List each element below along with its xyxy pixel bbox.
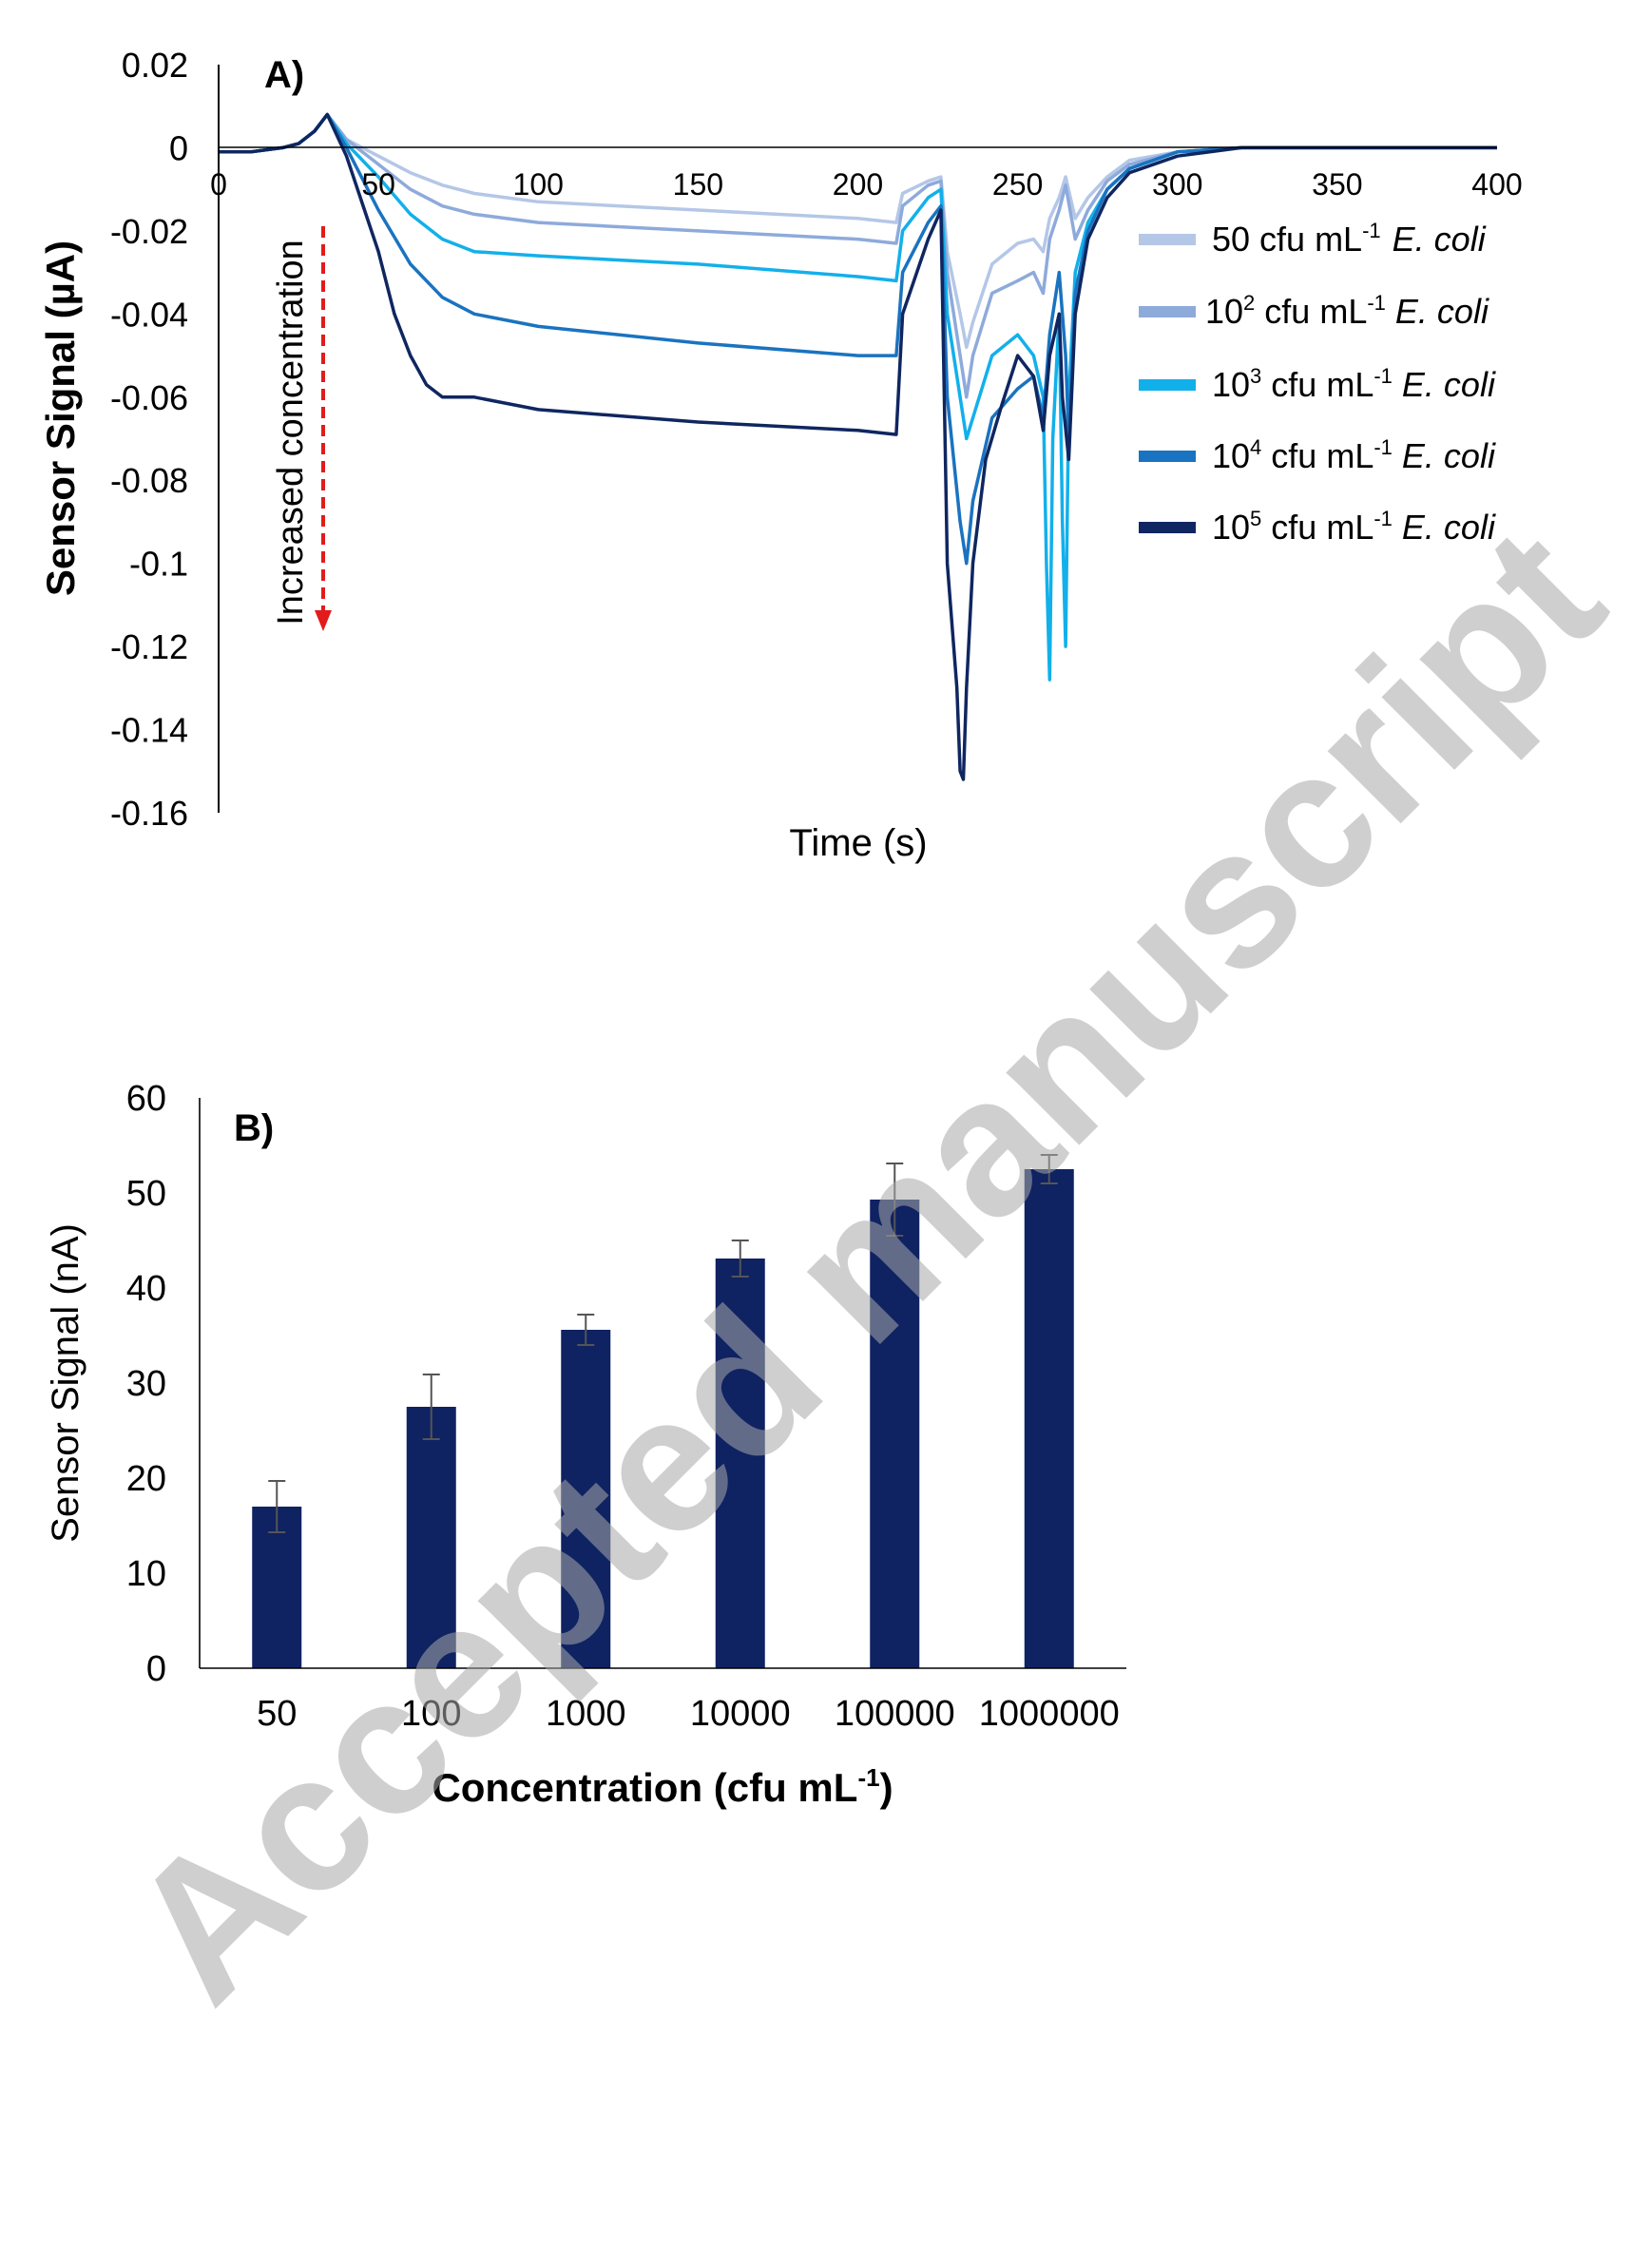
error-bar-1000 [577, 1314, 595, 1346]
legend-entry-50: 50 cfu mL-1 E. coli [1139, 219, 1487, 259]
y-tick-label: 10 [126, 1554, 166, 1594]
x-tick-label: 50 [361, 167, 395, 202]
y-tick-label: 0 [146, 1649, 166, 1689]
legend-entry-10e3: 103 cfu mL-1 E. coli [1139, 364, 1496, 404]
bar-100000 [870, 1200, 920, 1668]
annotation-arrow-head [315, 610, 332, 631]
bar-10000 [715, 1259, 765, 1668]
x-tick-label: 300 [1152, 167, 1202, 202]
annotation-text: Increased concentration [271, 240, 311, 625]
y-tick-label: 20 [126, 1459, 166, 1499]
x-tick-label: 250 [992, 167, 1043, 202]
error-bars-group [268, 1154, 1058, 1533]
y-tick-label: 50 [126, 1174, 166, 1214]
x-tick-label: 100 [513, 167, 564, 202]
y-axis-title: Sensor Signal (µA) [38, 240, 83, 596]
x-tick-label: 10000 [690, 1694, 791, 1734]
x-tick-label: 50 [257, 1694, 297, 1734]
x-axis-title: Concentration (cfu mL-1) [432, 1763, 893, 1810]
x-tick-label: 400 [1471, 167, 1522, 202]
y-tick-label: -0.16 [110, 794, 188, 833]
y-axis-title: Sensor Signal (nA) [45, 1223, 86, 1543]
legend-label: 105 cfu mL-1 E. coli [1212, 507, 1496, 547]
legend-entry-10e4: 104 cfu mL-1 E. coli [1139, 435, 1496, 475]
x-tick-label: 200 [833, 167, 883, 202]
error-bar-100 [422, 1374, 440, 1440]
legend: 50 cfu mL-1 E. coli 102 cfu mL-1 E. coli 1… [1139, 219, 1496, 547]
y-tick-label: -0.08 [110, 461, 188, 500]
error-bar-10000 [731, 1240, 749, 1278]
panel-b-label: B) [234, 1107, 274, 1149]
legend-label: 50 cfu mL-1 E. coli [1212, 219, 1487, 259]
bars-group [252, 1169, 1074, 1668]
bar-1000000 [1024, 1169, 1074, 1668]
error-bar-100000 [886, 1163, 904, 1237]
panel-a-label: A) [264, 54, 304, 96]
bar-100 [406, 1407, 456, 1668]
panel-a-line-chart: 0.02 0 -0.02 -0.04 -0.06 -0.08 -0.1 -0.12 -0.14 -… [38, 46, 1523, 864]
y-tick-label: 0.02 [122, 46, 188, 85]
x-tick-label: 350 [1312, 167, 1362, 202]
x-tick-label: 1000000 [979, 1694, 1120, 1734]
legend-label: 104 cfu mL-1 E. coli [1212, 435, 1496, 475]
error-bar-1000000 [1040, 1154, 1058, 1184]
legend-label: 103 cfu mL-1 E. coli [1212, 364, 1496, 404]
y-tick-label: 0 [169, 128, 188, 167]
y-tick-label: -0.1 [129, 545, 188, 584]
x-tick-label: 0 [210, 167, 227, 202]
x-axis-title: Time (s) [789, 822, 927, 864]
legend-label: 102 cfu mL-1 E. coli [1205, 291, 1489, 331]
y-tick-label: 40 [126, 1269, 166, 1309]
y-tick-labels: 0 10 20 30 40 50 60 [126, 1079, 166, 1689]
y-tick-label: 60 [126, 1079, 166, 1119]
legend-entry-10e2: 102 cfu mL-1 E. coli [1139, 291, 1489, 331]
y-tick-label: -0.06 [110, 378, 188, 417]
x-tick-label: 1000 [546, 1694, 626, 1734]
line-series-4 [219, 112, 1497, 781]
x-tick-label: 100000 [835, 1694, 955, 1734]
x-tick-label: 150 [673, 167, 723, 202]
y-tick-label: 30 [126, 1364, 166, 1404]
watermark: Accepted manuscript [87, 487, 1633, 2042]
error-bar-50 [268, 1480, 286, 1533]
y-tick-label: -0.04 [110, 295, 188, 334]
bar-1000 [561, 1330, 611, 1668]
y-tick-label: -0.02 [110, 212, 188, 251]
legend-entry-10e5: 105 cfu mL-1 E. coli [1139, 507, 1496, 547]
y-tick-labels: 0.02 0 -0.02 -0.04 -0.06 -0.08 -0.1 -0.12 -0.14 -… [110, 46, 188, 833]
y-tick-label: -0.12 [110, 627, 188, 666]
x-tick-labels: 50 100 1000 10000 100000 1000000 [257, 1694, 1120, 1734]
x-tick-label: 100 [401, 1694, 461, 1734]
bar-50 [252, 1507, 302, 1668]
x-tick-labels: 0 50 100 150 200 250 300 350 400 [210, 167, 1523, 202]
panel-b-bar-chart: 0 10 20 30 40 50 60 50 100 1000 10000 100000 100000… [45, 1079, 1126, 1810]
y-tick-label: -0.14 [110, 711, 188, 750]
